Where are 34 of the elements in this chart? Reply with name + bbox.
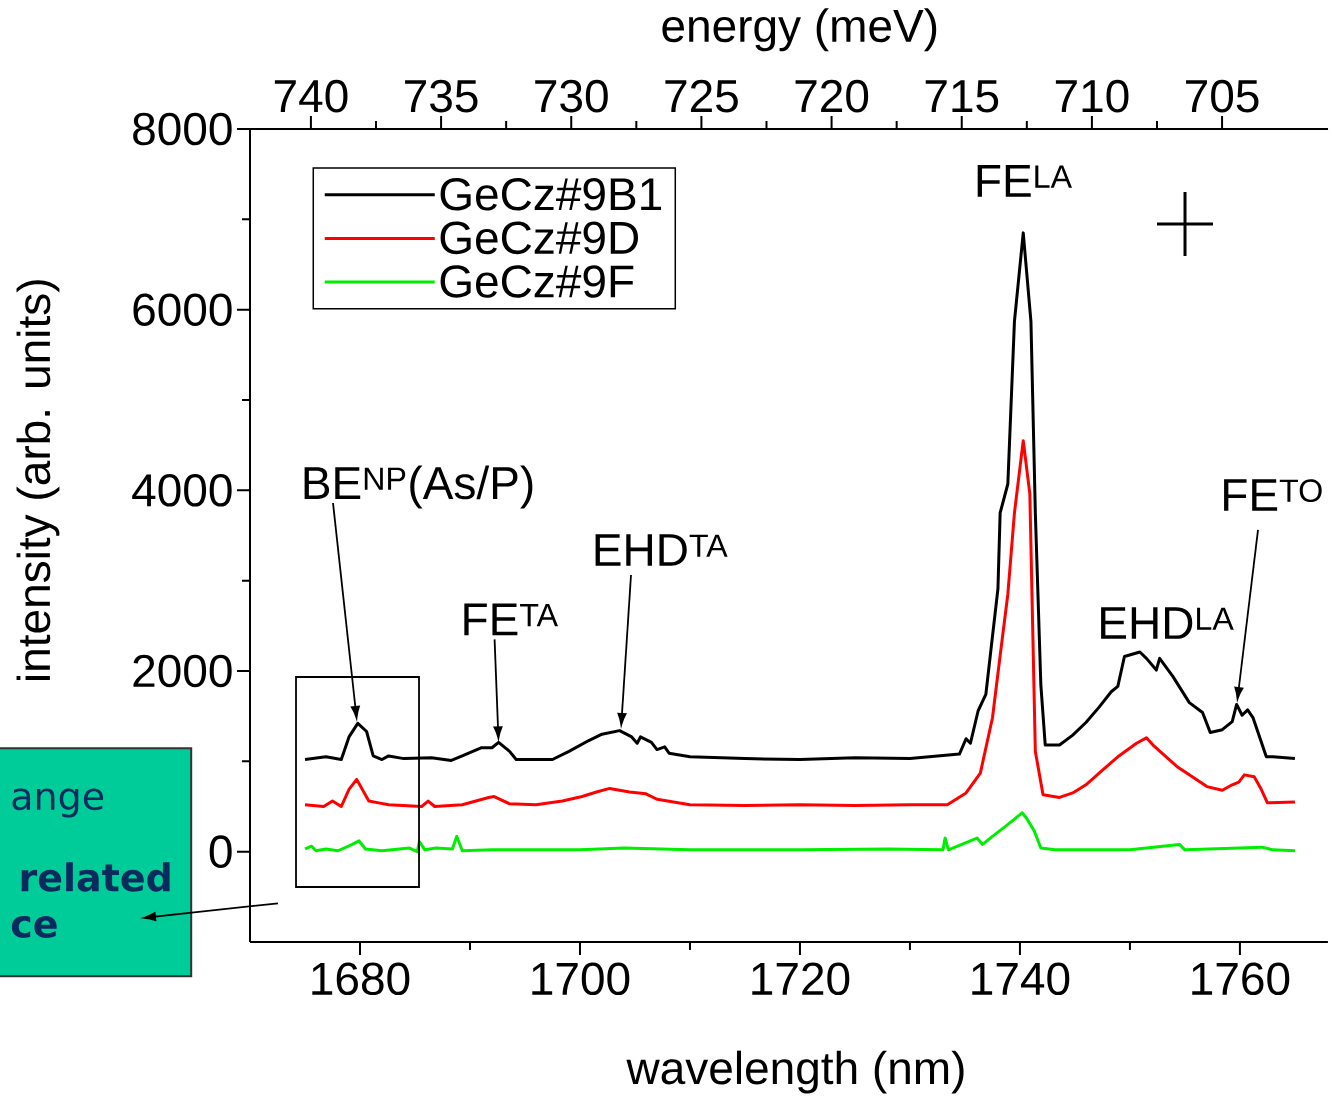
annotation: BE$^{NP}$(As/P): [304, 465, 533, 509]
annotation: EHD$^{TA}$: [595, 534, 728, 566]
x2-tick-label: 705: [1186, 79, 1259, 113]
y-tick-label: 4000: [132, 474, 232, 507]
x2-tick-label: 730: [535, 79, 608, 113]
y-tick-label: 8000: [133, 112, 232, 146]
annotation: FE$^{TO}$: [1224, 479, 1322, 511]
y-tick-label: 0: [209, 835, 232, 868]
line-series: [303, 811, 1297, 854]
legend-label: GeCz#9B1: [440, 177, 662, 211]
x-tick-label: 1740: [972, 962, 1070, 996]
x-tick-label: 1680: [312, 962, 410, 996]
text: related: [21, 862, 170, 892]
x2-tick-label: 715: [925, 80, 999, 113]
x-axis-title: wavelength (nm): [626, 1050, 964, 1094]
x-tick-label: 1720: [752, 962, 850, 996]
x2-tick-label: 720: [795, 79, 869, 113]
x2-tick-label: 725: [665, 79, 738, 113]
x2-tick-label: 710: [1055, 79, 1129, 113]
legend-label: GeCz#9F: [440, 265, 634, 298]
x-tick-label: 1700: [532, 962, 630, 996]
y-tick-label: 2000: [133, 654, 232, 688]
text: ange: [12, 788, 104, 818]
legend-label: GeCz#9D: [440, 221, 639, 255]
x2-axis-title: energy (meV): [662, 8, 937, 52]
annotation: EHD$^{LA}$: [1101, 607, 1234, 639]
annotation: FE$^{LA}$: [977, 165, 1072, 197]
x2-tick-label: 735: [405, 79, 478, 113]
annotation: FE$^{TA}$: [464, 603, 559, 636]
x-tick-label: 1760: [1192, 962, 1290, 996]
y-axis-title: intensity (arb. units): [16, 280, 60, 680]
y-tick-label: 6000: [133, 293, 232, 326]
x2-tick-label: 740: [274, 79, 348, 113]
text: ce: [11, 916, 57, 938]
